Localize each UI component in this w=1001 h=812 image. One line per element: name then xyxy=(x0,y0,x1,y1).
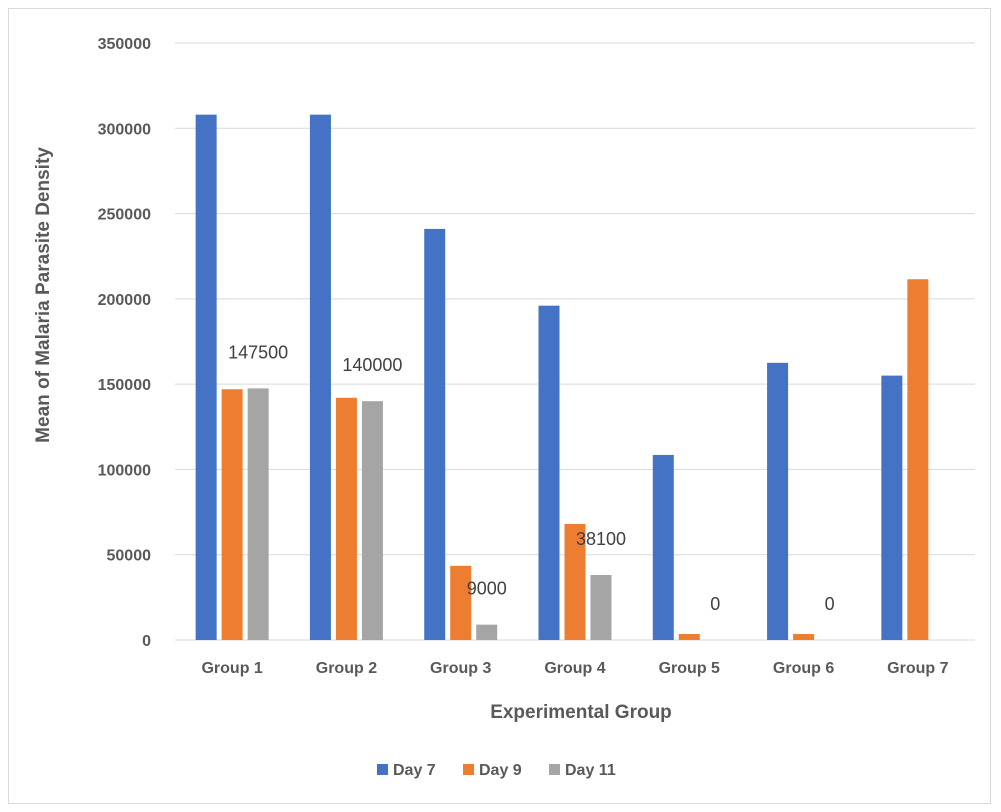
data-label: 0 xyxy=(825,594,835,614)
bar-day-7 xyxy=(652,454,674,640)
chart-container: 147500 140000 9000 38100 0 0 0 50000 100000 1500… xyxy=(8,8,991,804)
x-axis-title: Experimental Group xyxy=(490,702,672,723)
y-axis-title: Mean of Malaria Parasite Density xyxy=(33,147,54,443)
y-tick-label: 350000 xyxy=(98,36,151,53)
x-tick-label: Group 2 xyxy=(316,660,377,677)
legend-swatch xyxy=(377,764,388,775)
bar-day-11 xyxy=(361,401,383,640)
legend: Day 7 Day 9 Day 11 xyxy=(377,762,616,779)
y-tick-label: 200000 xyxy=(98,292,151,309)
y-tick-label: 100000 xyxy=(98,462,151,479)
bar-day-7 xyxy=(195,114,217,640)
legend-swatch xyxy=(463,764,474,775)
bars xyxy=(195,114,929,640)
legend-label: Day 11 xyxy=(565,762,616,779)
data-label: 140000 xyxy=(342,355,402,375)
data-label: 38100 xyxy=(576,529,626,549)
data-label: 147500 xyxy=(228,342,288,362)
bar-day-9 xyxy=(907,279,929,640)
axes: 0 50000 100000 150000 200000 250000 300000 3500… xyxy=(98,36,949,677)
bar-day-9 xyxy=(221,389,243,640)
data-label: 0 xyxy=(710,594,720,614)
x-tick-label: Group 5 xyxy=(659,660,720,677)
bar-day-11 xyxy=(590,575,612,640)
y-tick-label: 0 xyxy=(142,633,151,650)
bar-day-9 xyxy=(793,634,815,640)
legend-label: Day 9 xyxy=(479,762,522,779)
bar-day-11 xyxy=(247,388,269,640)
bar-day-9 xyxy=(335,397,357,640)
legend-label: Day 7 xyxy=(393,762,436,779)
legend-swatch xyxy=(549,764,560,775)
bar-day-9 xyxy=(678,634,700,640)
x-tick-label: Group 3 xyxy=(430,660,491,677)
data-label: 9000 xyxy=(467,579,507,599)
gridlines xyxy=(175,42,975,641)
x-tick-label: Group 6 xyxy=(773,660,834,677)
x-tick-label: Group 7 xyxy=(887,660,948,677)
y-tick-label: 150000 xyxy=(98,377,151,394)
bar-day-9 xyxy=(450,565,472,640)
x-tick-label: Group 1 xyxy=(201,660,262,677)
bar-day-7 xyxy=(538,305,560,640)
y-tick-label: 300000 xyxy=(98,121,151,138)
y-tick-label: 50000 xyxy=(107,548,152,565)
bar-day-9 xyxy=(564,524,586,640)
bar-day-7 xyxy=(767,362,789,640)
x-tick-label: Group 4 xyxy=(544,660,605,677)
bar-day-11 xyxy=(476,624,498,640)
bar-chart: 147500 140000 9000 38100 0 0 0 50000 100000 1500… xyxy=(33,36,975,779)
data-labels: 147500 140000 9000 38100 0 0 xyxy=(228,342,834,614)
bar-day-7 xyxy=(424,228,446,640)
bar-day-7 xyxy=(309,114,331,640)
y-tick-label: 250000 xyxy=(98,207,151,224)
bar-day-7 xyxy=(881,375,903,640)
